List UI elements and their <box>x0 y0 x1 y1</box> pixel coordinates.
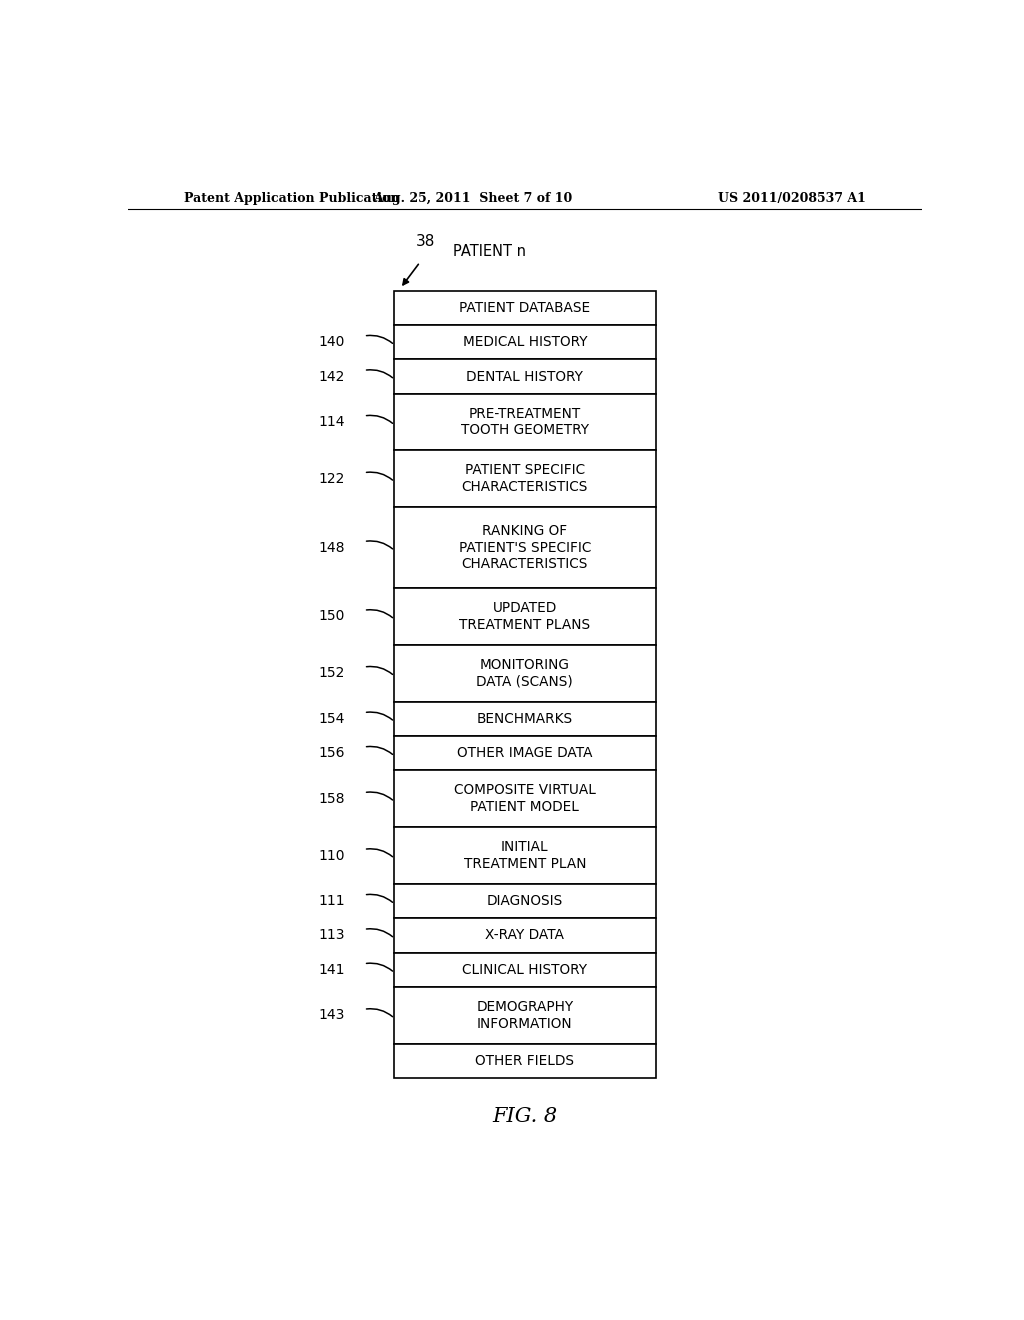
Bar <box>394 737 655 771</box>
Bar <box>394 359 655 393</box>
Bar <box>394 953 655 987</box>
Text: COMPOSITE VIRTUAL
PATIENT MODEL: COMPOSITE VIRTUAL PATIENT MODEL <box>454 783 596 814</box>
Bar <box>394 393 655 450</box>
Text: Patent Application Publication: Patent Application Publication <box>183 191 399 205</box>
Bar <box>394 325 655 359</box>
Text: 154: 154 <box>318 711 345 726</box>
Text: PRE-TREATMENT
TOOTH GEOMETRY: PRE-TREATMENT TOOTH GEOMETRY <box>461 407 589 437</box>
Text: 110: 110 <box>318 849 345 862</box>
Text: RANKING OF
PATIENT'S SPECIFIC
CHARACTERISTICS: RANKING OF PATIENT'S SPECIFIC CHARACTERI… <box>459 524 591 572</box>
Text: 122: 122 <box>318 471 345 486</box>
Bar <box>394 884 655 919</box>
Text: OTHER IMAGE DATA: OTHER IMAGE DATA <box>457 746 593 760</box>
Text: 111: 111 <box>318 894 345 908</box>
Bar <box>394 290 655 325</box>
Bar <box>394 1044 655 1078</box>
Text: X-RAY DATA: X-RAY DATA <box>485 928 564 942</box>
Text: 150: 150 <box>318 610 345 623</box>
Text: UPDATED
TREATMENT PLANS: UPDATED TREATMENT PLANS <box>459 601 591 632</box>
Text: 114: 114 <box>318 414 345 429</box>
Text: 113: 113 <box>318 928 345 942</box>
Text: 141: 141 <box>318 962 345 977</box>
Bar <box>394 702 655 737</box>
Text: US 2011/0208537 A1: US 2011/0208537 A1 <box>718 191 866 205</box>
Text: DENTAL HISTORY: DENTAL HISTORY <box>466 370 584 384</box>
Text: 142: 142 <box>318 370 345 384</box>
Bar <box>394 450 655 507</box>
Text: DIAGNOSIS: DIAGNOSIS <box>486 894 563 908</box>
Text: PATIENT SPECIFIC
CHARACTERISTICS: PATIENT SPECIFIC CHARACTERISTICS <box>462 463 588 494</box>
Text: MEDICAL HISTORY: MEDICAL HISTORY <box>463 335 587 348</box>
Bar <box>394 987 655 1044</box>
Text: 156: 156 <box>318 746 345 760</box>
Text: 158: 158 <box>318 792 345 805</box>
Bar <box>394 589 655 645</box>
Text: 140: 140 <box>318 335 345 348</box>
Text: 143: 143 <box>318 1008 345 1023</box>
Bar <box>394 645 655 702</box>
Text: OTHER FIELDS: OTHER FIELDS <box>475 1055 574 1068</box>
Bar <box>394 828 655 884</box>
Text: PATIENT n: PATIENT n <box>454 244 526 260</box>
Bar <box>394 771 655 828</box>
Text: 148: 148 <box>318 541 345 554</box>
Text: CLINICAL HISTORY: CLINICAL HISTORY <box>462 962 588 977</box>
Text: DEMOGRAPHY
INFORMATION: DEMOGRAPHY INFORMATION <box>476 1001 573 1031</box>
Bar <box>394 919 655 953</box>
Text: MONITORING
DATA (SCANS): MONITORING DATA (SCANS) <box>476 657 573 689</box>
Text: 38: 38 <box>416 234 435 249</box>
Text: 152: 152 <box>318 667 345 680</box>
Bar <box>394 507 655 589</box>
Text: INITIAL
TREATMENT PLAN: INITIAL TREATMENT PLAN <box>464 840 586 871</box>
Text: Aug. 25, 2011  Sheet 7 of 10: Aug. 25, 2011 Sheet 7 of 10 <box>374 191 572 205</box>
Text: PATIENT DATABASE: PATIENT DATABASE <box>459 301 591 314</box>
Text: BENCHMARKS: BENCHMARKS <box>477 711 572 726</box>
Text: FIG. 8: FIG. 8 <box>493 1107 557 1126</box>
